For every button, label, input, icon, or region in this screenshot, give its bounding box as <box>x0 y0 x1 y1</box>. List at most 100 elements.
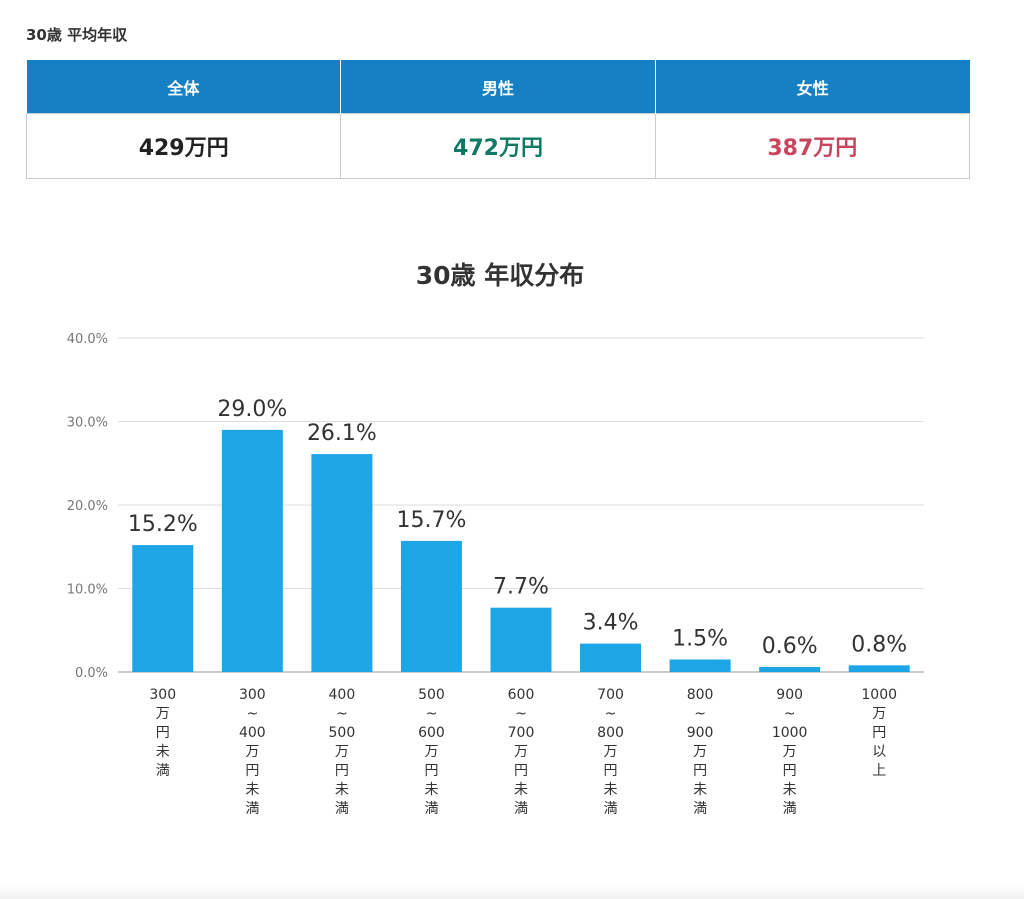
x-tick-label: 600 ~700 万円未満 <box>486 686 556 819</box>
header-female: 女性 <box>655 60 970 114</box>
x-tick-label-line: 未 <box>245 782 260 798</box>
bar <box>132 545 194 672</box>
x-tick-label-line: 万 <box>424 744 439 760</box>
data-label: 0.6% <box>762 634 818 659</box>
x-tick-label-line: 上 <box>872 763 887 779</box>
bar <box>759 666 821 672</box>
x-tick-label-line: 700 <box>597 687 624 703</box>
x-tick-label-line: 400 <box>328 687 356 703</box>
x-tick-label-line: 満 <box>603 801 618 817</box>
x-tick-label: 500 ~600 万円未満 <box>396 686 466 819</box>
bar <box>669 659 731 672</box>
x-tick-label-line: 円 <box>245 763 260 779</box>
x-tick-label-line: 600 <box>418 725 445 741</box>
x-tick-label-line: 満 <box>782 801 797 817</box>
x-tick-label-line: 500 <box>418 687 445 703</box>
value-male: 472万円 <box>340 113 656 179</box>
x-tick-label: 300 万円未満 <box>128 686 198 781</box>
x-tick-label-line: 700 <box>507 725 535 741</box>
x-tick-label-line: ~ <box>694 706 706 722</box>
bar <box>221 429 283 672</box>
x-tick-label-line: 万 <box>782 744 797 760</box>
x-tick-label-line: 万 <box>603 744 618 760</box>
x-tick-label-line: 未 <box>424 782 439 798</box>
y-tick-label: 30.0% <box>67 416 108 431</box>
x-tick-label-line: 満 <box>693 801 708 817</box>
data-label: 29.0% <box>217 397 287 422</box>
data-label: 3.4% <box>583 611 639 636</box>
x-tick-label-line: ~ <box>515 706 527 722</box>
x-tick-label-line: ~ <box>336 706 348 722</box>
x-tick-label-line: 未 <box>603 782 618 798</box>
x-tick-label-line: 円 <box>424 763 439 779</box>
y-tick-label: 0.0% <box>75 666 108 681</box>
x-tick-label-line: 300 <box>238 687 266 703</box>
x-tick-label-line: 円 <box>514 763 528 779</box>
x-tick-label-line: 以 <box>872 744 887 760</box>
x-tick-label-line: 円 <box>693 763 708 779</box>
x-tick-label-line: 満 <box>245 801 260 817</box>
header-male: 男性 <box>340 60 656 114</box>
x-tick-label-line: 円 <box>872 725 887 741</box>
y-tick-label: 20.0% <box>67 499 108 514</box>
x-tick-label-line: 未 <box>334 782 349 798</box>
x-tick-label-line: ~ <box>425 706 438 722</box>
x-tick-label-line: 満 <box>424 801 439 817</box>
x-tick-label-line: 円 <box>155 725 170 741</box>
bottom-shade <box>0 885 1024 899</box>
data-label: 1.5% <box>672 626 728 651</box>
x-tick-label-line: ~ <box>246 706 259 722</box>
data-label: 7.7% <box>493 575 549 600</box>
data-label: 15.2% <box>128 512 198 537</box>
x-tick-label: 300 ~400 万円未満 <box>217 686 287 819</box>
data-label: 26.1% <box>307 421 377 446</box>
data-label: 15.7% <box>396 508 466 533</box>
x-tick-label-line: 未 <box>155 744 170 760</box>
x-tick-label-line: 円 <box>334 763 349 779</box>
x-tick-label-line: 万 <box>155 706 170 722</box>
y-tick-label: 10.0% <box>67 583 108 598</box>
x-tick-label-line: 万 <box>514 744 528 760</box>
x-tick-label-line: 500 <box>328 725 356 741</box>
bar <box>580 643 642 672</box>
x-tick-label-line: 400 <box>238 725 266 741</box>
x-tick-label-line: 万 <box>245 744 260 760</box>
x-tick-label-line: 300 <box>149 687 177 703</box>
x-tick-label-line: 未 <box>782 782 797 798</box>
x-tick-label-line: 満 <box>334 801 349 817</box>
x-tick-label-line: 1000 <box>861 687 898 703</box>
x-tick-label-line: 1000 <box>771 725 808 741</box>
x-tick-label-line: 800 <box>686 687 714 703</box>
x-tick-label: 900 ~1000 万円未満 <box>755 686 825 819</box>
value-female: 387万円 <box>654 113 971 179</box>
x-tick-label-line: 円 <box>782 763 797 779</box>
bar <box>311 454 373 672</box>
x-tick-label: 800 ~900 万円未満 <box>665 686 735 819</box>
x-tick-label: 700 ~800 万円未満 <box>576 686 646 819</box>
x-tick-label-line: 600 <box>507 687 535 703</box>
x-tick-label: 1000 万円以上 <box>844 686 914 781</box>
x-tick-label-line: 万 <box>693 744 708 760</box>
x-tick-label-line: 未 <box>693 782 708 798</box>
bar <box>848 665 910 672</box>
chart-title: 30歳 年収分布 <box>415 261 585 290</box>
average-income-table: 全体 男性 女性 429万円 472万円 387万円 <box>25 60 971 179</box>
y-tick-label: 40.0% <box>67 332 108 347</box>
x-tick-label-line: 900 <box>686 725 714 741</box>
x-tick-label-line: 満 <box>514 801 528 817</box>
x-tick-label-line: 円 <box>603 763 618 779</box>
x-tick-label-line: ~ <box>604 706 617 722</box>
x-tick-label-line: 万 <box>334 744 349 760</box>
x-tick-label-line: 未 <box>514 782 528 798</box>
data-label: 0.8% <box>851 632 907 657</box>
x-tick-label-line: 900 <box>776 687 804 703</box>
header-all: 全体 <box>26 60 342 114</box>
x-tick-label-line: ~ <box>783 706 796 722</box>
x-tick-label-line: 満 <box>155 763 170 779</box>
x-tick-label-line: 万 <box>872 706 887 722</box>
bar <box>400 540 462 672</box>
x-tick-label: 400 ~500 万円未満 <box>307 686 377 819</box>
bar <box>490 607 552 672</box>
section-title: 30歳 平均年収 <box>26 26 128 44</box>
